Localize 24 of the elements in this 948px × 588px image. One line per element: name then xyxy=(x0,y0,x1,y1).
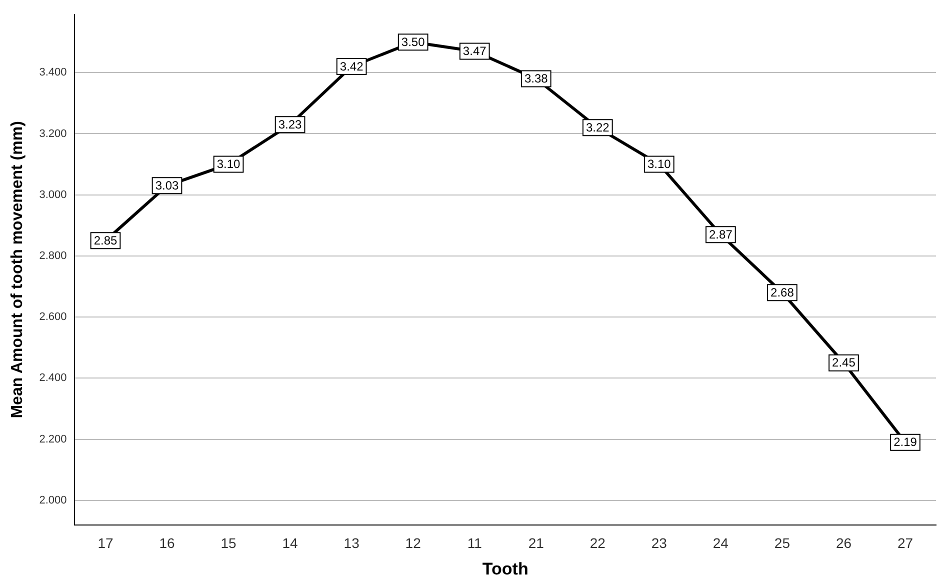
y-tick-label: 3.200 xyxy=(39,128,67,140)
x-tick-label: 16 xyxy=(159,535,176,552)
x-tick-label: 22 xyxy=(590,535,606,552)
x-tick-label: 26 xyxy=(836,535,852,552)
y-tick-label: 2.400 xyxy=(39,372,67,384)
x-tick-label: 11 xyxy=(467,535,482,552)
y-tick-label: 3.000 xyxy=(39,188,67,201)
x-tick-label: 12 xyxy=(405,535,422,552)
x-tick-label: 15 xyxy=(220,535,237,552)
y-axis-title: Mean Amount of tooth movement (mm) xyxy=(9,121,26,418)
y-tick-label: 2.000 xyxy=(39,494,67,506)
y-tick-label: 2.600 xyxy=(39,311,67,324)
x-tick-label: 21 xyxy=(528,535,544,552)
y-tick-label: 3.400 xyxy=(39,66,67,79)
x-tick-label: 25 xyxy=(774,535,790,552)
x-tick-label: 13 xyxy=(344,535,360,552)
x-tick-label: 23 xyxy=(651,535,668,552)
y-tick-label: 2.800 xyxy=(39,250,67,262)
x-tick-label: 17 xyxy=(98,535,114,552)
x-tick-label: 27 xyxy=(897,535,914,552)
x-tick-label: 14 xyxy=(282,535,298,552)
x-axis-title: Tooth xyxy=(482,559,528,578)
x-tick-label: 24 xyxy=(712,535,729,552)
y-tick-label: 2.200 xyxy=(39,433,67,446)
